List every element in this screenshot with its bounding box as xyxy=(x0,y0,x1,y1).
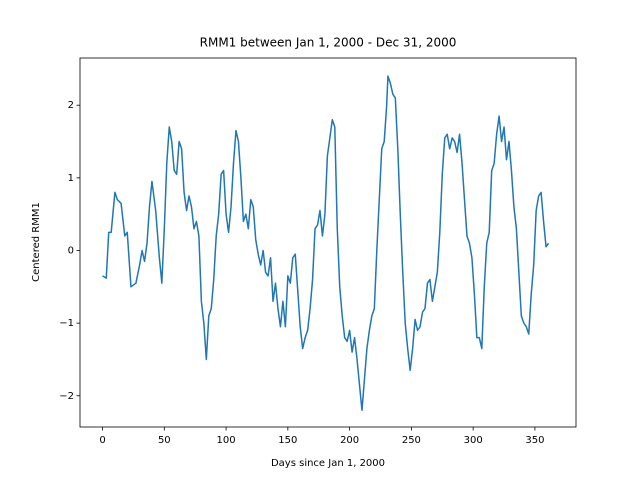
x-tick-label: 200 xyxy=(340,435,359,446)
x-tick-label: 150 xyxy=(278,435,297,446)
x-tick-label: 0 xyxy=(99,435,105,446)
x-tick-label: 300 xyxy=(464,435,483,446)
y-tick-label: 2 xyxy=(68,100,74,111)
y-tick-label: −2 xyxy=(59,391,74,402)
x-tick-label: 350 xyxy=(525,435,544,446)
y-axis-label: Centered RMM1 xyxy=(31,202,42,282)
y-tick-label: −1 xyxy=(59,318,74,329)
plot-frame xyxy=(79,57,577,428)
y-tick-label: 0 xyxy=(68,245,74,256)
x-tick-label: 100 xyxy=(217,435,236,446)
y-tick-label: 1 xyxy=(68,173,74,184)
x-axis-label: Days since Jan 1, 2000 xyxy=(271,458,385,469)
data-line xyxy=(102,75,550,412)
chart-title: RMM1 between Jan 1, 2000 - Dec 31, 2000 xyxy=(200,36,457,50)
x-tick-label: 50 xyxy=(158,435,171,446)
x-tick-label: 250 xyxy=(402,435,421,446)
